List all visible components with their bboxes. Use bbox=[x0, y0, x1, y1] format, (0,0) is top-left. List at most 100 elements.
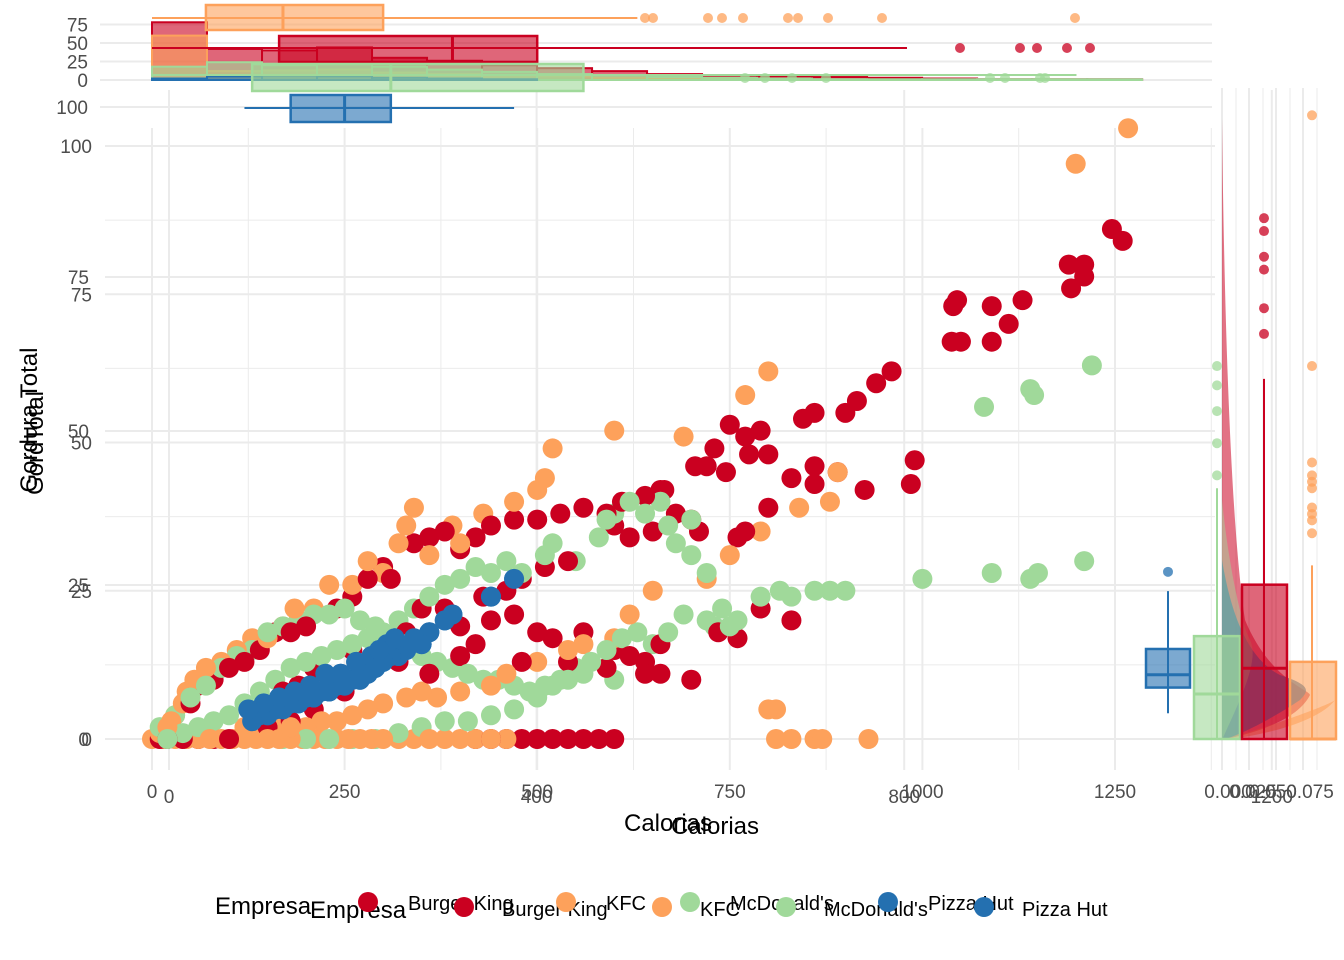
point-mcdonald-s bbox=[342, 634, 363, 655]
point-pizza-hut bbox=[253, 693, 274, 714]
point-mcdonald-s bbox=[350, 610, 371, 631]
point-kfc bbox=[504, 491, 525, 512]
x-tick-label-secondary: 800 bbox=[888, 787, 920, 808]
point-kfc bbox=[619, 604, 640, 625]
point-pizza-hut bbox=[269, 687, 290, 708]
top-y-tick-label: 25 bbox=[67, 53, 88, 74]
top-outlier-mcdonald-s bbox=[787, 73, 797, 83]
point-mcdonald-s bbox=[912, 568, 933, 589]
point-kfc bbox=[496, 663, 517, 684]
y-tick-label: 25 bbox=[71, 582, 92, 603]
right-outlier-kfc bbox=[1307, 457, 1317, 468]
point-burger-king bbox=[280, 622, 301, 643]
point-burger-king bbox=[380, 568, 401, 589]
point-kfc bbox=[766, 729, 787, 749]
point-mcdonald-s bbox=[457, 711, 478, 732]
point-kfc bbox=[758, 699, 779, 720]
point-mcdonald-s bbox=[819, 580, 840, 601]
y-tick-label: 100 bbox=[60, 137, 92, 158]
top-histogram-bar-mcdonald-s bbox=[811, 78, 869, 82]
point-kfc bbox=[195, 657, 216, 678]
point-burger-king bbox=[719, 414, 740, 435]
point-mcdonald-s bbox=[157, 729, 178, 749]
point-kfc bbox=[558, 640, 579, 661]
x-tick-label-secondary: 0 bbox=[164, 787, 175, 808]
top-outlier-kfc bbox=[877, 13, 887, 23]
point-burger-king bbox=[450, 645, 471, 666]
x-tick-label: 1250 bbox=[1094, 782, 1136, 803]
right-x-tick-label: 0.025 bbox=[1229, 782, 1277, 803]
point-kfc bbox=[342, 574, 363, 595]
point-kfc bbox=[326, 711, 347, 732]
point-mcdonald-s bbox=[719, 616, 740, 637]
point-kfc bbox=[480, 729, 501, 749]
point-burger-king bbox=[596, 657, 617, 678]
top-outlier-kfc bbox=[703, 13, 713, 23]
y-tick-label: 75 bbox=[71, 285, 92, 306]
point-burger-king bbox=[1061, 278, 1082, 299]
legend-key-burger-king-overlay bbox=[454, 897, 474, 917]
point-mcdonald-s bbox=[681, 545, 702, 566]
point-kfc bbox=[465, 729, 486, 749]
point-mcdonald-s bbox=[219, 705, 240, 726]
point-burger-king bbox=[854, 479, 875, 500]
top-outlier-burger-king bbox=[1015, 43, 1025, 53]
point-mcdonald-s bbox=[596, 640, 617, 661]
top-outlier-burger-king bbox=[1062, 43, 1072, 53]
legend-label-pizza-hut-overlay: Pizza Hut bbox=[1022, 899, 1108, 921]
top-box-pizza-hut bbox=[289, 93, 393, 124]
legend-key-mcdonald-s bbox=[680, 892, 700, 912]
point-mcdonald-s bbox=[319, 729, 340, 749]
point-mcdonald-s bbox=[434, 711, 455, 732]
point-mcdonald-s bbox=[180, 687, 201, 708]
point-burger-king bbox=[981, 331, 1002, 352]
point-kfc bbox=[396, 687, 417, 708]
top-outlier-kfc bbox=[1070, 13, 1080, 23]
top-box-burger-king bbox=[277, 34, 539, 64]
top-box-kfc bbox=[204, 3, 385, 32]
point-pizza-hut bbox=[330, 663, 351, 684]
point-burger-king bbox=[542, 729, 563, 749]
top-box-mcdonald-s bbox=[250, 62, 585, 93]
point-pizza-hut bbox=[480, 586, 501, 607]
y-tick-label: 50 bbox=[71, 434, 92, 455]
points-layer bbox=[142, 118, 1139, 749]
x-tick-label: 0 bbox=[147, 782, 158, 803]
point-mcdonald-s bbox=[480, 705, 501, 726]
point-kfc bbox=[534, 468, 555, 489]
right-outlier-kfc bbox=[1307, 502, 1317, 513]
point-burger-king bbox=[588, 729, 609, 749]
point-pizza-hut bbox=[369, 640, 390, 661]
point-burger-king bbox=[480, 515, 501, 536]
legend-key-pizza-hut-overlay bbox=[974, 897, 994, 917]
point-burger-king bbox=[511, 651, 532, 672]
point-burger-king bbox=[619, 645, 640, 666]
top-outlier-kfc bbox=[640, 13, 650, 23]
point-kfc bbox=[750, 521, 771, 542]
point-burger-king bbox=[234, 651, 255, 672]
point-mcdonald-s bbox=[195, 675, 216, 696]
point-kfc bbox=[450, 533, 471, 554]
point-kfc bbox=[642, 580, 663, 601]
point-kfc bbox=[1065, 153, 1086, 174]
right-box-mcdonald-s bbox=[1192, 634, 1242, 741]
point-mcdonald-s bbox=[434, 574, 455, 595]
point-burger-king bbox=[900, 474, 921, 495]
point-mcdonald-s bbox=[658, 515, 679, 536]
point-burger-king bbox=[681, 669, 702, 690]
point-mcdonald-s bbox=[658, 622, 679, 643]
top-y-tick-label: 50 bbox=[67, 34, 88, 55]
top-outlier-mcdonald-s bbox=[1000, 73, 1010, 83]
point-kfc bbox=[573, 634, 594, 655]
point-burger-king bbox=[804, 402, 825, 423]
point-mcdonald-s bbox=[480, 562, 501, 583]
point-mcdonald-s bbox=[1081, 355, 1102, 376]
point-mcdonald-s bbox=[519, 681, 540, 702]
point-burger-king bbox=[465, 634, 486, 655]
point-kfc bbox=[357, 699, 378, 720]
point-mcdonald-s bbox=[611, 628, 632, 649]
top-outlier-mcdonald-s bbox=[821, 73, 831, 83]
x-tick-label-secondary: 400 bbox=[521, 787, 553, 808]
